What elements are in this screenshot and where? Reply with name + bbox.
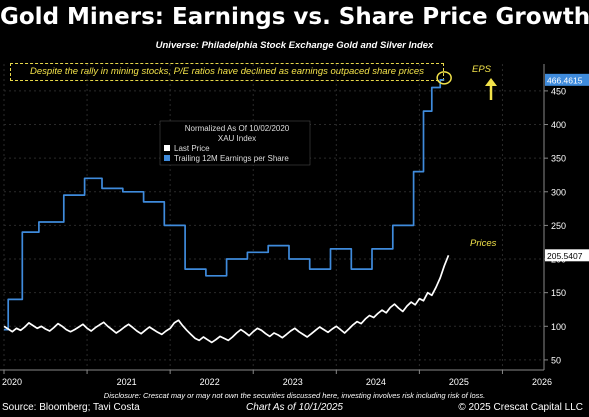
x-tick-label: 2023 xyxy=(283,377,303,387)
y-tick-label: 400 xyxy=(551,120,566,130)
up-arrow-icon xyxy=(485,78,497,86)
legend-subtitle: XAU Index xyxy=(218,134,256,143)
price-annotation-label: Prices xyxy=(470,238,497,249)
eps-last-value-tag: 466.4615 xyxy=(545,73,589,86)
x-tick-label: 2021 xyxy=(117,377,137,387)
y-axis: 50100150200250300350400450466.4615205.54… xyxy=(544,73,589,365)
price-last-value-tag: 205.5407 xyxy=(545,249,589,262)
x-tick-label: 2022 xyxy=(200,377,220,387)
disclosure-text: Disclosure: Crescat may or may not own t… xyxy=(103,391,486,400)
chart-title: Gold Miners: Earnings vs. Share Price Gr… xyxy=(0,4,589,30)
y-tick-label: 250 xyxy=(551,221,566,231)
eps-series-line xyxy=(4,78,445,331)
legend-swatch xyxy=(164,145,170,151)
y-tick-label: 100 xyxy=(551,322,566,332)
eps-annotation-label: EPS xyxy=(472,64,492,75)
legend-swatch xyxy=(164,155,170,161)
legend-box xyxy=(159,120,311,166)
x-axis: 2020 2021 2022 2023 2024 2025 2026 xyxy=(2,370,552,387)
copyright-text: © 2025 Crescat Capital LLC xyxy=(458,402,583,413)
legend-entry: Trailing 12M Earnings per Share xyxy=(174,154,289,163)
y-tick-label: 350 xyxy=(551,154,566,164)
chart-date-text: Chart As of 10/1/2025 xyxy=(246,402,343,413)
source-text: Source: Bloomberg; Tavi Costa xyxy=(2,402,140,413)
series-layer xyxy=(3,78,450,344)
annotations: EPS Prices xyxy=(436,64,497,249)
x-tick-label: 2026 xyxy=(532,377,552,387)
y-tick-label: 300 xyxy=(551,187,566,197)
chart-subtitle: Universe: Philadelphia Stock Exchange Go… xyxy=(155,40,434,51)
y-tick-label: 150 xyxy=(551,288,566,298)
value-tag-label: 466.4615 xyxy=(547,75,583,85)
legend-entry: Last Price xyxy=(174,144,210,153)
value-tag-label: 205.5407 xyxy=(547,251,583,261)
y-tick-label: 50 xyxy=(551,355,561,365)
x-tick-label: 2024 xyxy=(366,377,386,387)
x-tick-label: 2020 xyxy=(2,377,22,387)
value-tag-bg xyxy=(545,73,589,86)
plot-frame xyxy=(0,64,545,371)
price-series-line xyxy=(3,254,450,344)
y-tick-label: 450 xyxy=(551,86,566,96)
x-tick-label: 2025 xyxy=(449,377,469,387)
legend-title: Normalized As Of 10/02/2020 xyxy=(185,124,290,133)
grid xyxy=(3,64,544,370)
eps-highlight-circle xyxy=(436,71,452,85)
value-tag-bg xyxy=(545,249,589,262)
